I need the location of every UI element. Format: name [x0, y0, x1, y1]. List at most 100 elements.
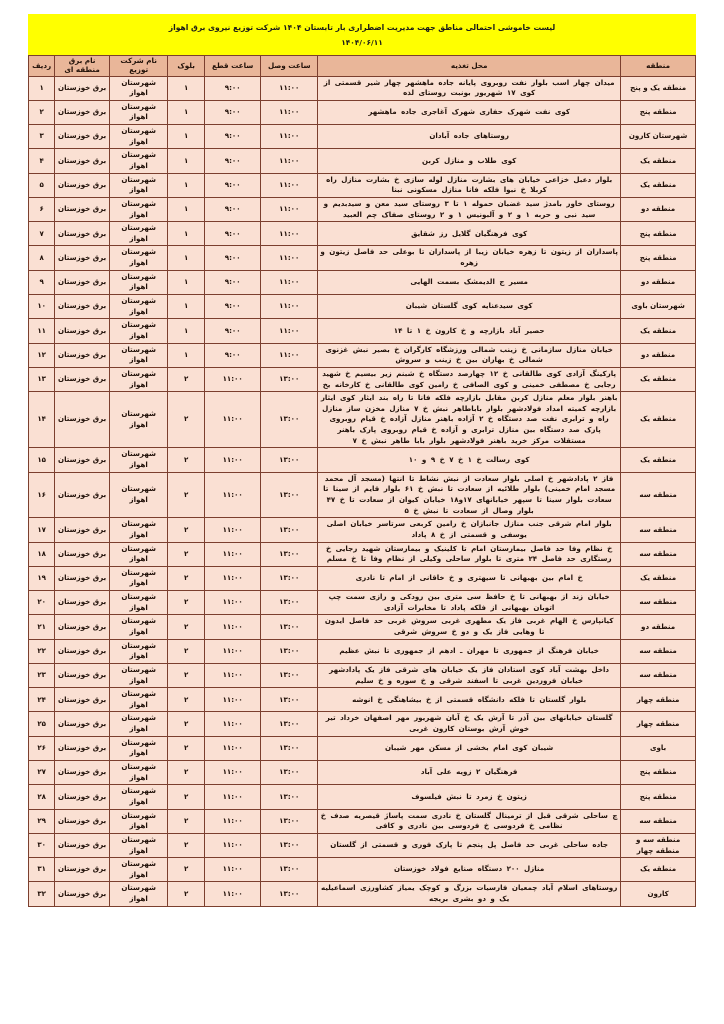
table-row: منطقه یک و پنج میدان چهار اسب بلوار نفت ر… [27, 75, 696, 101]
table-header-row: منطقه محل تغذیه ساعت وصل ساعت قطع بلوک ن… [27, 55, 696, 77]
cell-on: ۱۱:۰۰ [260, 172, 319, 198]
cell-zone: منطقه دو [620, 269, 696, 296]
cell-block: ۱ [167, 245, 205, 271]
cell-feed: فرهنگیان ۲ زویه علی آباد [317, 760, 622, 786]
cell-off: ۱۱:۰۰ [203, 565, 262, 592]
table-body: منطقه یک و پنج میدان چهار اسب بلوار نفت ر… [27, 75, 696, 907]
cell-zone: منطقه یک [620, 447, 696, 473]
cell-idx: ۲۱ [27, 614, 56, 640]
cell-idx: ۸ [27, 245, 56, 271]
cell-zone: منطقه یک [620, 391, 696, 449]
cell-region: برق خوزستان [54, 294, 110, 320]
cell-off: ۱۱:۰۰ [203, 808, 262, 834]
cell-block: ۲ [167, 638, 205, 664]
cell-off: ۱۱:۰۰ [203, 614, 262, 640]
cell-idx: ۵ [27, 172, 56, 198]
cell-on: ۱۱:۰۰ [260, 221, 319, 247]
cell-idx: ۴ [27, 148, 56, 174]
cell-region: برق خوزستان [54, 590, 110, 616]
cell-on: ۱۱:۰۰ [260, 75, 319, 101]
cell-block: ۲ [167, 471, 205, 519]
cell-feed: پارکینگ آزادی کوی طالقانی خ ۱۲ چهارصد دس… [317, 366, 622, 393]
table-row: منطقه پنج کوی فرهنگیان گلایل رز شقایق ۱۱:۰… [27, 221, 696, 247]
cell-region: برق خوزستان [54, 614, 110, 640]
cell-off: ۹:۰۰ [203, 318, 262, 344]
cell-idx: ۱۷ [27, 517, 56, 543]
cell-off: ۹:۰۰ [203, 342, 262, 368]
cell-on: ۱۳:۰۰ [260, 760, 319, 786]
cell-zone: شهرستان باوی [620, 294, 696, 320]
cell-dist: شهرستان اهواز [108, 711, 169, 737]
cell-region: برق خوزستان [54, 687, 110, 713]
cell-region: برق خوزستان [54, 760, 110, 786]
cell-feed: گلستان خیابانهای بین آذر تا آرش یک خ آبا… [317, 711, 622, 737]
cell-dist: شهرستان اهواز [108, 808, 169, 834]
cell-on: ۱۱:۰۰ [260, 245, 319, 271]
cell-idx: ۱۰ [27, 294, 56, 320]
table-row: منطقه یک خ امام بین بهبهانی تا سیهتری و خ… [27, 565, 696, 592]
cell-idx: ۲۷ [27, 760, 56, 786]
cell-block: ۲ [167, 808, 205, 834]
table-row: منطقه پنج پاسداران از زیتون تا زهره خیابا… [27, 245, 696, 271]
outage-schedule-table: منطقه محل تغذیه ساعت وصل ساعت قطع بلوک ن… [27, 55, 696, 907]
cell-on: ۱۳:۰۰ [260, 808, 319, 834]
cell-dist: شهرستان اهواز [108, 784, 169, 810]
cell-on: ۱۱:۰۰ [260, 342, 319, 368]
cell-block: ۱ [167, 172, 205, 198]
table-row: منطقه دو خیابان منازل سازمانی خ زینب شمال… [27, 342, 696, 368]
cell-block: ۲ [167, 784, 205, 810]
cell-on: ۱۱:۰۰ [260, 318, 319, 344]
cell-region: برق خوزستان [54, 832, 110, 859]
cell-off: ۱۱:۰۰ [203, 517, 262, 543]
cell-off: ۱۱:۰۰ [203, 391, 262, 449]
cell-off: ۱۱:۰۰ [203, 711, 262, 737]
cell-block: ۲ [167, 687, 205, 713]
title-banner: لیست خاموشی احتمالی مناطق جهت مدیریت اضط… [28, 14, 696, 56]
cell-off: ۹:۰۰ [203, 294, 262, 320]
cell-on: ۱۳:۰۰ [260, 565, 319, 592]
cell-off: ۹:۰۰ [203, 148, 262, 174]
document-date: ۱۴۰۴/۰۶/۱۱ [341, 37, 383, 47]
cell-on: ۱۳:۰۰ [260, 391, 319, 449]
cell-dist: شهرستان اهواز [108, 269, 169, 296]
cell-zone: منطقه پنج [620, 99, 696, 126]
cell-dist: شهرستان اهواز [108, 196, 169, 223]
document-title: لیست خاموشی احتمالی مناطق جهت مدیریت اضط… [168, 23, 556, 32]
cell-on: ۱۱:۰۰ [260, 124, 319, 150]
cell-idx: ۳ [27, 124, 56, 150]
table-row: باوی شیبان کوی امام بخشی از مسکن مهر شیبا… [27, 735, 696, 762]
cell-off: ۹:۰۰ [203, 196, 262, 223]
cell-zone: منطقه یک و پنج [620, 75, 696, 101]
cell-feed: خیابان زند از بهبهانی تا خ حافظ سی متری … [317, 590, 622, 616]
cell-dist: شهرستان اهواز [108, 565, 169, 592]
cell-idx: ۱۲ [27, 342, 56, 368]
cell-on: ۱۳:۰۰ [260, 857, 319, 883]
cell-block: ۲ [167, 881, 205, 907]
cell-idx: ۲۰ [27, 590, 56, 616]
cell-dist: شهرستان اهواز [108, 881, 169, 907]
cell-feed: بلوار امام شرقی جنب منازل جانبازان خ رام… [317, 517, 622, 543]
cell-off: ۱۱:۰۰ [203, 638, 262, 664]
cell-idx: ۲۹ [27, 808, 56, 834]
cell-idx: ۱۸ [27, 541, 56, 567]
table-row: منطقه دو مسیر ج الدیمشک بسمت الهایی ۱۱:۰۰ ۹… [27, 269, 696, 296]
cell-feed: داخل بهشت آباد کوی استادان فاز یک خیابان… [317, 662, 622, 689]
cell-off: ۱۱:۰۰ [203, 881, 262, 907]
cell-block: ۲ [167, 541, 205, 567]
cell-dist: شهرستان اهواز [108, 245, 169, 271]
table-row: منطقه دو روستای خاور بامدژ سید غضبان حمول… [27, 196, 696, 223]
cell-idx: ۱۳ [27, 366, 56, 393]
table-row: منطقه سه و منطقه چهار جاده ساحلی غربی حد … [27, 832, 696, 859]
cell-feed: کیانپارس خ الهام غربی فاز یک مطهری غربی … [317, 614, 622, 640]
table-row: منطقه یک منازل ۲۰۰ دستگاه صنایع فولاد خوز… [27, 857, 696, 883]
cell-feed: کوی طلاب و منازل کربن [317, 148, 622, 174]
cell-idx: ۳۰ [27, 832, 56, 859]
cell-idx: ۷ [27, 221, 56, 247]
cell-region: برق خوزستان [54, 99, 110, 126]
table-row: منطقه یک باهنر بلوار معلم منازل کربن مقاب… [27, 391, 696, 449]
table-row: منطقه پنج کوی نفت شهرک حفاری شهرک آغاجری … [27, 99, 696, 126]
cell-zone: منطقه پنج [620, 784, 696, 810]
cell-block: ۲ [167, 590, 205, 616]
column-header-feed: محل تغذیه [317, 55, 622, 77]
cell-dist: شهرستان اهواز [108, 75, 169, 101]
